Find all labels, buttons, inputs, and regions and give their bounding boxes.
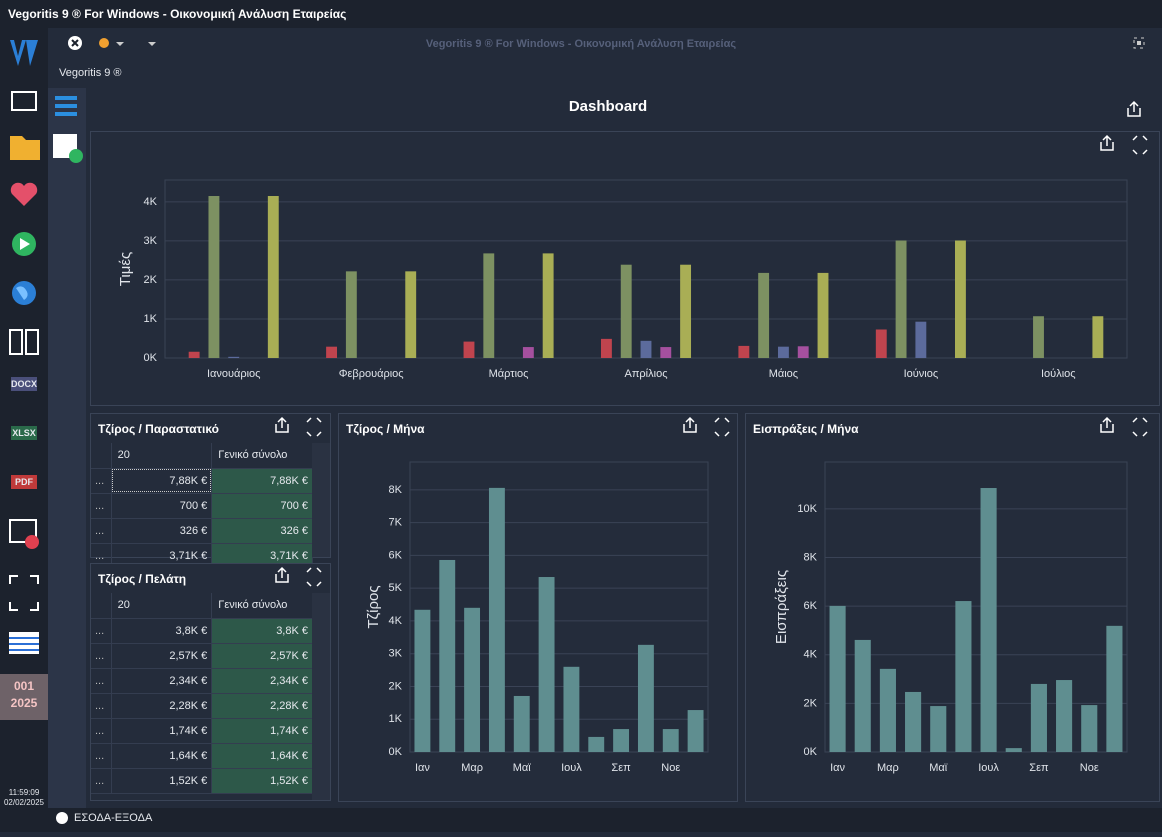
table-row[interactable]: ... 1,74K €1,74K €: [91, 718, 313, 744]
table-cell: 2,28K €: [111, 693, 213, 719]
status-text: ΕΣΟΔΑ-ΕΞΟΔΑ: [74, 812, 153, 824]
window-title: Vegoritis 9 ® For Windows - Οικονομική Α…: [8, 7, 347, 21]
table: 20 Γενικό σύνολο... 7,88K €7,88K €... 700 €…: [91, 443, 313, 569]
top-chart-panel: [90, 131, 1160, 406]
status-bar: ΕΣΟΔΑ-ΕΞΟΔΑ: [48, 808, 1162, 832]
header-row: 20 Γενικό σύνολο: [91, 443, 313, 469]
xlsx-icon-label: XLSX: [12, 428, 36, 438]
table-cell: 2,57K €: [211, 643, 313, 669]
table-cell: ...: [91, 668, 112, 694]
table-cell: 3,8K €: [111, 618, 213, 644]
chart-panel: Εισπράξεις / Μήνα: [745, 413, 1160, 802]
column-header[interactable]: 20: [111, 443, 213, 469]
toolbar-title: Vegoritis 9 ® For Windows - Οικονομική Α…: [425, 38, 737, 50]
table-cell: ...: [91, 743, 112, 769]
clock-time: 11:59:09: [8, 788, 40, 797]
fullscreen-button[interactable]: [1132, 36, 1146, 50]
table-row[interactable]: ... 1,52K €1,52K €: [91, 768, 313, 794]
table-cell: 1,64K €: [111, 743, 213, 769]
column-header[interactable]: 20: [111, 593, 213, 619]
table-cell: 7,88K €: [211, 468, 313, 494]
table-cell: 1,52K €: [211, 768, 313, 794]
header-cell: [91, 593, 112, 619]
panel-title: Τζίρος / Παραστατικό: [98, 422, 219, 436]
dashboard-title: Dashboard: [568, 98, 648, 115]
table-panel: Τζίρος / Πελάτη 20 Γενικό σύνολο... 3,8K €…: [90, 563, 331, 801]
docx-icon-label: DOCX: [10, 379, 37, 389]
chart-panel: Τζίρος / Μήνα: [338, 413, 738, 802]
title-bar: Vegoritis 9 ® For Windows - Οικονομική Α…: [0, 0, 1162, 28]
year: 2025: [10, 696, 38, 710]
toolbar-buttons[interactable]: [60, 34, 160, 54]
table-row[interactable]: ... 1,64K €1,64K €: [91, 743, 313, 769]
sidebar: DOCX XLSX PDF 001 2025 11:59:09 02/02/20…: [0, 28, 48, 832]
table-cell: 3,8K €: [211, 618, 313, 644]
app-label: Vegoritis 9 ®: [59, 67, 122, 79]
table-row[interactable]: ... 2,57K €2,57K €: [91, 643, 313, 669]
table-cell: 2,57K €: [111, 643, 213, 669]
table-row[interactable]: ... 700 €700 €: [91, 493, 313, 519]
header-row: 20 Γενικό σύνολο: [91, 593, 313, 619]
table-row[interactable]: ... 2,28K €2,28K €: [91, 693, 313, 719]
table: 20 Γενικό σύνολο... 3,8K €3,8K €... 2,57K €…: [91, 593, 313, 794]
header-cell: [91, 443, 112, 469]
table-row[interactable]: ... 2,34K €2,34K €: [91, 668, 313, 694]
table-cell: 7,88K €: [111, 468, 213, 494]
table-cell: 1,64K €: [211, 743, 313, 769]
table-cell: ...: [91, 618, 112, 644]
sidebar-icons[interactable]: [0, 28, 48, 832]
scrollbar[interactable]: [312, 443, 330, 557]
toolbar: Vegoritis 9 ® For Windows - Οικονομική Α…: [0, 28, 1162, 88]
table-cell: ...: [91, 643, 112, 669]
table-cell: 1,74K €: [211, 718, 313, 744]
table-cell: ...: [91, 718, 112, 744]
pdf-icon-label: PDF: [15, 477, 33, 487]
table-cell: 700 €: [111, 493, 213, 519]
table-cell: 700 €: [211, 493, 313, 519]
table-panel: Τζίρος / Παραστατικό 20 Γενικό σύνολο... 7…: [90, 413, 331, 569]
table-row[interactable]: ... 7,88K €7,88K €: [91, 468, 313, 494]
panel-title: Εισπράξεις / Μήνα: [753, 422, 859, 436]
table-cell: ...: [91, 518, 112, 544]
panel-title: Τζίρος / Πελάτη: [98, 572, 187, 586]
table-cell: 1,74K €: [111, 718, 213, 744]
table-cell: ...: [91, 493, 112, 519]
clock-date: 02/02/2025: [3, 798, 45, 807]
table-cell: ...: [91, 693, 112, 719]
table-cell: ...: [91, 468, 112, 494]
table-cell: 2,34K €: [111, 668, 213, 694]
panel-title: Τζίρος / Μήνα: [346, 422, 425, 436]
table-row[interactable]: ... 3,8K €3,8K €: [91, 618, 313, 644]
column-header[interactable]: Γενικό σύνολο: [211, 443, 313, 469]
column-header[interactable]: Γενικό σύνολο: [211, 593, 313, 619]
table-cell: 326 €: [111, 518, 213, 544]
table-row[interactable]: ... 326 €326 €: [91, 518, 313, 544]
table-cell: 1,52K €: [111, 768, 213, 794]
table-cell: ...: [91, 768, 112, 794]
table-cell: 2,28K €: [211, 693, 313, 719]
table-cell: 2,34K €: [211, 668, 313, 694]
table-cell: 326 €: [211, 518, 313, 544]
scrollbar[interactable]: [312, 593, 330, 800]
menu-strip: [48, 88, 86, 830]
menu-icons[interactable]: [48, 88, 86, 168]
period: 001: [13, 679, 35, 693]
